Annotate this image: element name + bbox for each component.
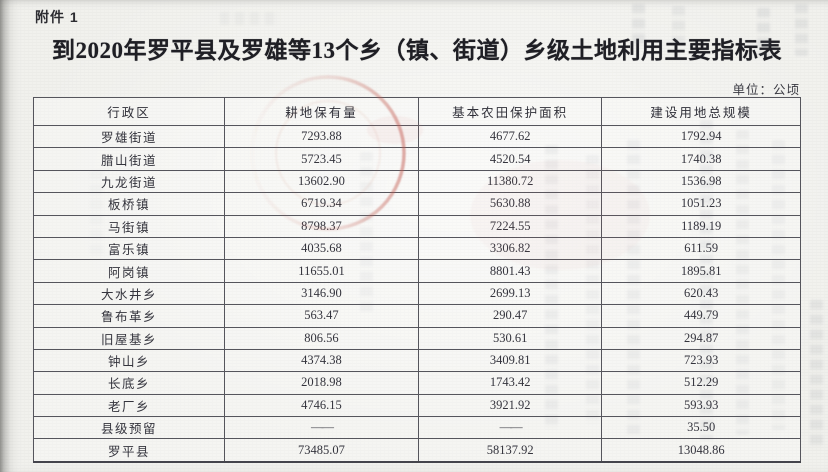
value-cell: 4746.15 [223,393,420,418]
table-row: 钟山乡 4374.38 3409.81 723.93 [33,348,801,373]
value-cell: 11380.72 [418,169,603,194]
region-cell: 马街镇 [33,214,225,238]
value-cell: 1536.98 [601,169,801,194]
value-cell: 806.56 [223,326,420,350]
value-cell: 8801.43 [418,259,603,283]
table-row: 罗雄街道 7293.88 4677.62 1792.94 [33,124,801,149]
region-cell: 大水井乡 [33,281,225,306]
table-row: 富乐镇 4035.68 3306.82 611.59 [33,236,801,261]
value-cell: 13602.90 [223,169,420,194]
region-cell: 鲁布革乡 [33,304,225,328]
value-cell: 5723.45 [223,147,420,171]
table-row: 罗平县 73485.07 58137.92 13048.86 [33,438,801,463]
value-cell: 1051.23 [601,192,801,216]
document-title: 到2020年罗平县及罗雄等13个乡（镇、街道）乡级土地利用主要指标表 [52,38,782,63]
table-row: 马街镇 8798.37 7224.55 1189.19 [33,214,801,238]
value-cell: 593.93 [601,393,801,418]
value-cell: 7293.88 [223,124,420,149]
value-cell: 3306.82 [418,236,603,261]
value-cell: 3146.90 [223,281,420,306]
header-row: 行政区 耕地保有量 基本农田保护面积 建设用地总规模 [33,97,801,126]
region-cell: 县级预留 [33,416,225,440]
value-cell: 611.59 [601,236,801,261]
value-cell: 35.50 [601,416,801,440]
value-cell: 1189.19 [601,214,801,238]
value-cell: 4374.38 [223,348,420,373]
value-cell: 1792.94 [601,124,801,149]
value-cell: 13048.86 [601,438,801,463]
value-cell: 3409.81 [418,348,603,373]
value-cell: 4520.54 [418,147,603,171]
value-cell: 7224.55 [418,214,603,238]
table-row: 板桥镇 6719.34 5630.88 1051.23 [33,192,801,216]
value-cell: 512.29 [601,371,801,395]
value-cell: 449.79 [601,304,801,328]
value-cell: 2018.98 [223,371,420,395]
value-cell: 1743.42 [418,371,603,395]
value-cell: 530.61 [418,326,603,350]
value-cell: 290.47 [418,304,603,328]
value-cell: 1740.38 [601,147,801,171]
table-row: 阿岗镇 11655.01 8801.43 1895.81 [33,259,801,283]
attachment-label: 附件 1 [35,9,79,25]
value-cell: —— [223,416,420,440]
column-header-cultivated-land: 耕地保有量 [223,97,420,126]
region-cell: 罗平县 [33,438,225,463]
table-row: 老厂乡 4746.15 3921.92 593.93 [33,393,801,418]
value-cell: 11655.01 [223,259,420,283]
value-cell: 6719.34 [223,192,420,216]
value-cell: 294.87 [601,326,801,350]
table-body: 罗雄街道 7293.88 4677.62 1792.94 腊山街道 5723.45 4520… [33,124,801,463]
value-cell: 563.47 [223,304,420,328]
value-cell: 5630.88 [418,192,603,216]
value-cell: 620.43 [601,281,801,306]
table-row: 县级预留 —— —— 35.50 [33,416,801,440]
value-cell: 723.93 [601,348,801,373]
region-cell: 罗雄街道 [33,124,225,149]
region-cell: 钟山乡 [33,348,225,373]
table-row: 鲁布革乡 563.47 290.47 449.79 [33,304,801,328]
value-cell: 73485.07 [223,438,420,463]
unit-note: 单位：公顷 [732,83,800,97]
value-cell: —— [418,416,603,440]
region-cell: 板桥镇 [33,192,225,216]
bleedthrough-smudge [810,300,823,450]
table-row: 腊山街道 5723.45 4520.54 1740.38 [33,147,801,171]
value-cell: 4035.68 [223,236,420,261]
value-cell: 4677.62 [418,124,603,149]
region-cell: 长底乡 [33,371,225,395]
region-cell: 阿岗镇 [33,259,225,283]
table-row: 九龙街道 13602.90 11380.72 1536.98 [33,169,801,194]
region-cell: 富乐镇 [33,236,225,261]
table-row: 大水井乡 3146.90 2699.13 620.43 [33,281,801,306]
land-use-indicator-table: 行政区 耕地保有量 基本农田保护面积 建设用地总规模 罗雄街道 7293.88 46… [33,97,801,463]
value-cell: 1895.81 [601,259,801,283]
table-row: 旧屋基乡 806.56 530.61 294.87 [33,326,801,350]
value-cell: 58137.92 [418,438,603,463]
bleedthrough-smudge [220,12,280,25]
value-cell: 3921.92 [418,393,603,418]
region-cell: 九龙街道 [33,169,225,194]
region-cell: 腊山街道 [33,147,225,171]
region-cell: 旧屋基乡 [33,326,225,350]
value-cell: 8798.37 [223,214,420,238]
column-header-basic-farmland: 基本农田保护面积 [418,97,603,126]
column-header-construction-land: 建设用地总规模 [601,97,801,126]
table-row: 长底乡 2018.98 1743.42 512.29 [33,371,801,395]
column-header-region: 行政区 [33,97,225,126]
region-cell: 老厂乡 [33,393,225,418]
value-cell: 2699.13 [418,281,603,306]
